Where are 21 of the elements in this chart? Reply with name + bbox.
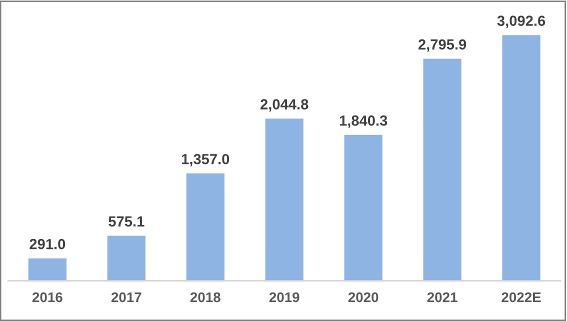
bar	[26, 256, 68, 281]
x-tick-label: 2016	[32, 292, 62, 302]
bar	[184, 172, 226, 281]
x-tick-label: 2020	[348, 292, 378, 302]
bar	[500, 34, 542, 281]
data-label: 2,044.8	[260, 99, 308, 112]
data-label: 575.1	[108, 216, 144, 227]
bar	[422, 57, 463, 281]
data-label: 3,092.6	[497, 16, 546, 28]
x-tick-label: 2018	[190, 292, 220, 302]
x-tick-label: 2017	[111, 292, 142, 302]
data-label: 291.0	[30, 238, 66, 250]
x-tick-label: 2021	[427, 292, 458, 302]
bar	[106, 234, 147, 281]
x-tick-label: 2022E	[502, 292, 541, 302]
bar	[264, 117, 305, 281]
data-label: 1,357.0	[182, 154, 230, 166]
bar	[342, 134, 384, 281]
x-tick-label: 2019	[269, 292, 300, 302]
data-label: 1,840.3	[340, 115, 388, 128]
data-label: 2,795.9	[418, 39, 466, 52]
